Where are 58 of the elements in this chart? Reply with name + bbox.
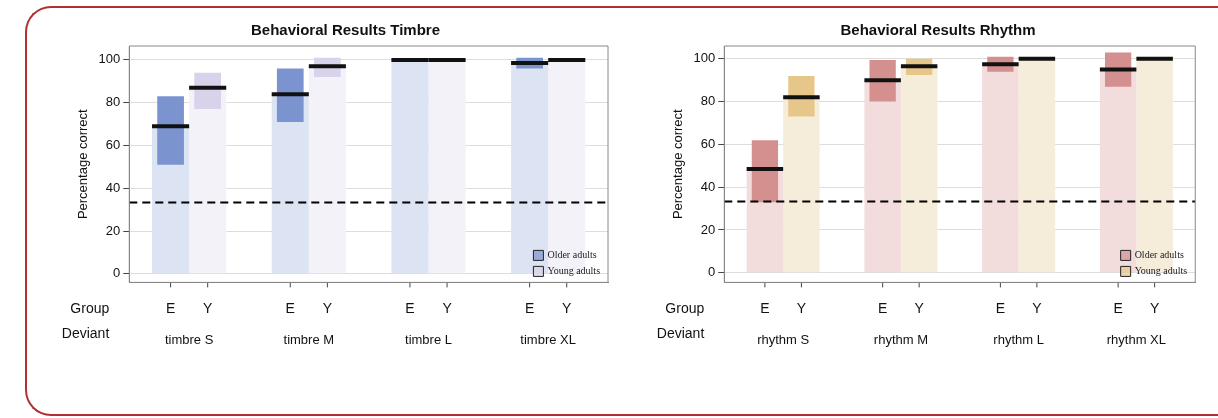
chart-title: Behavioral Results Rhythm bbox=[840, 21, 1036, 39]
x-tick-label: timbre L bbox=[405, 331, 452, 347]
y-axis-title: Percentage correct bbox=[670, 108, 686, 220]
text: E bbox=[760, 300, 770, 317]
legend-label: Older adults bbox=[1134, 249, 1184, 261]
text: Y bbox=[914, 300, 925, 317]
y-tick-label: 40 bbox=[700, 178, 716, 194]
text: Y bbox=[203, 300, 214, 317]
y-tick-label: 0 bbox=[708, 264, 716, 280]
y-axis-title: Percentage correct bbox=[75, 108, 91, 220]
bar bbox=[189, 87, 227, 274]
x-tick-label: rhythm XL bbox=[1106, 331, 1166, 347]
x-tick-label: rhythm M bbox=[873, 331, 928, 347]
text: Group bbox=[70, 300, 110, 317]
x-tick-label: timbre S bbox=[164, 331, 214, 347]
text: Y bbox=[442, 300, 453, 317]
text: Deviant bbox=[61, 325, 110, 342]
x-tick-label: rhythm L bbox=[993, 331, 1044, 347]
text: Group bbox=[665, 300, 705, 317]
y-tick-label: 40 bbox=[105, 179, 121, 195]
text: Y bbox=[1032, 300, 1043, 317]
bar bbox=[511, 63, 549, 274]
x-tick-label: timbre XL bbox=[520, 331, 576, 347]
text: E bbox=[877, 300, 888, 317]
y-tick-label: 20 bbox=[105, 222, 121, 238]
bar bbox=[982, 64, 1019, 273]
bar bbox=[308, 66, 346, 274]
text: E bbox=[165, 300, 176, 317]
legend-label: Older adults bbox=[547, 249, 597, 261]
bar bbox=[900, 66, 938, 273]
text: E bbox=[405, 300, 415, 317]
y-tick-label: 80 bbox=[105, 94, 121, 110]
text: E bbox=[1113, 300, 1123, 317]
y-tick-label: 100 bbox=[693, 50, 716, 66]
text: E bbox=[285, 300, 295, 317]
bar bbox=[783, 97, 820, 273]
bar bbox=[1099, 69, 1137, 273]
text: E bbox=[524, 300, 535, 317]
y-tick-label: 60 bbox=[105, 137, 121, 153]
text: Y bbox=[796, 300, 807, 317]
y-tick-label: 100 bbox=[98, 51, 121, 67]
x-tick-label: timbre M bbox=[283, 331, 335, 347]
y-tick-label: 20 bbox=[700, 221, 716, 237]
text: Deviant bbox=[656, 325, 705, 342]
text: E bbox=[995, 300, 1006, 317]
bar bbox=[391, 59, 429, 274]
bar bbox=[428, 59, 466, 274]
text: Y bbox=[322, 300, 333, 317]
legend-label: Young adults bbox=[1134, 265, 1188, 277]
text: Y bbox=[562, 300, 573, 317]
y-tick-label: 80 bbox=[700, 93, 716, 109]
x-tick-label: rhythm S bbox=[757, 331, 810, 347]
chart-title: Behavioral Results Timbre bbox=[251, 21, 440, 39]
text: Y bbox=[1149, 300, 1160, 317]
y-tick-label: 0 bbox=[113, 265, 121, 281]
bar bbox=[1018, 58, 1056, 273]
legend-label: Young adults bbox=[547, 265, 601, 277]
y-tick-label: 60 bbox=[700, 135, 716, 151]
